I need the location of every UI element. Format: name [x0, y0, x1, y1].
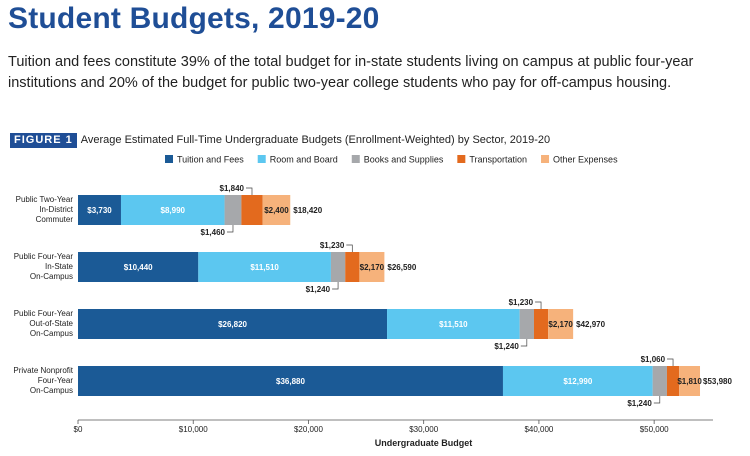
legend-swatch: [351, 155, 360, 163]
x-tick-label: $40,000: [524, 425, 553, 434]
data-label-transportation: $1,230: [320, 241, 345, 250]
data-label-other: $2,170: [548, 320, 573, 329]
data-label-transportation: $1,840: [220, 184, 245, 193]
page-title: Student Budgets, 2019-20: [8, 2, 380, 35]
bar-segment: [502, 366, 653, 396]
data-label-books: $1,240: [306, 285, 331, 294]
bar-segment: [330, 252, 346, 282]
category-label: Public Four-Year: [14, 309, 74, 318]
bar-segment: [241, 195, 263, 225]
bar-segment: [198, 252, 331, 282]
bar-segment: [345, 252, 360, 282]
data-label-total: $26,590: [387, 263, 416, 272]
figure-caption: Average Estimated Full-Time Undergraduat…: [80, 134, 551, 146]
figure-label: FIGURE 1: [10, 132, 77, 148]
data-label-room-board: $8,990: [161, 206, 186, 215]
data-label-transportation: $1,060: [641, 355, 666, 364]
category-label: Commuter: [36, 215, 74, 224]
bar-segment: [224, 195, 242, 225]
data-label-books: $1,240: [627, 399, 652, 408]
callout-line: [653, 396, 661, 404]
legend-label: Other Expenses: [553, 155, 618, 165]
callout-line: [667, 358, 674, 366]
callout-line: [332, 282, 339, 290]
bar-segment: [78, 252, 199, 282]
legend-label: Books and Supplies: [364, 155, 444, 165]
category-label: On-Campus: [30, 329, 73, 338]
data-label-tuition: $26,820: [218, 320, 247, 329]
callout-line: [520, 339, 528, 347]
legend-swatch: [165, 155, 173, 163]
category-label: In-State: [45, 262, 74, 271]
data-label-other: $2,170: [360, 263, 385, 272]
category-label: Four-Year: [38, 376, 74, 385]
bar-segment: [78, 195, 121, 225]
bar-segment: [533, 309, 549, 339]
figure-header: FIGURE 1 Average Estimated Full-Time Und…: [10, 132, 550, 148]
data-label-room-board: $12,990: [563, 377, 592, 386]
data-label-transportation: $1,230: [509, 298, 534, 307]
bar-segment: [519, 309, 534, 339]
bar-segment: [359, 252, 385, 282]
callout-line: [535, 301, 542, 309]
data-label-room-board: $11,510: [250, 263, 279, 272]
callout-line: [245, 187, 253, 195]
category-label: Public Two-Year: [16, 195, 74, 204]
category-label: On-Campus: [30, 386, 73, 395]
legend-label: Transportation: [469, 155, 527, 165]
legend-label: Room and Board: [270, 155, 338, 165]
x-tick-label: $20,000: [294, 425, 323, 434]
legend-swatch: [541, 155, 550, 163]
data-label-tuition: $3,730: [87, 206, 112, 215]
data-label-room-board: $11,510: [439, 320, 468, 329]
legend-swatch: [257, 155, 266, 163]
data-label-tuition: $10,440: [124, 263, 153, 272]
x-tick-label: $0: [74, 425, 83, 434]
category-label: On-Campus: [30, 272, 73, 281]
bar-segment: [666, 366, 680, 396]
data-label-total: $18,420: [293, 206, 322, 215]
callout-line: [346, 244, 353, 252]
legend-label: Tuition and Fees: [177, 155, 244, 165]
x-axis-title: Undergraduate Budget: [375, 438, 473, 448]
data-label-total: $42,970: [576, 320, 605, 329]
bar-segment: [78, 309, 388, 339]
bar-segment: [679, 366, 701, 396]
callout-line: [226, 225, 234, 233]
legend-swatch: [457, 155, 466, 163]
data-label-books: $1,240: [494, 342, 519, 351]
page-subtitle: Tuition and fees constitute 39% of the t…: [8, 54, 694, 91]
x-tick-label: $30,000: [409, 425, 438, 434]
x-tick-label: $50,000: [640, 425, 669, 434]
x-tick-label: $10,000: [179, 425, 208, 434]
bar-segment: [387, 309, 520, 339]
data-label-other: $1,810: [677, 377, 702, 386]
category-label: Public Four-Year: [14, 252, 74, 261]
category-label: Private Nonprofit: [13, 366, 73, 375]
data-label-tuition: $36,880: [276, 377, 305, 386]
bar-segment: [652, 366, 667, 396]
bar-segment: [120, 195, 225, 225]
category-label: Out-of-State: [29, 319, 73, 328]
data-label-total: $53,980: [703, 377, 732, 386]
data-label-books: $1,460: [201, 228, 226, 237]
bar-segment: [78, 366, 503, 396]
bar-segment: [548, 309, 574, 339]
category-label: In-District: [39, 205, 74, 214]
data-label-other: $2,400: [264, 206, 289, 215]
bar-segment: [262, 195, 291, 225]
